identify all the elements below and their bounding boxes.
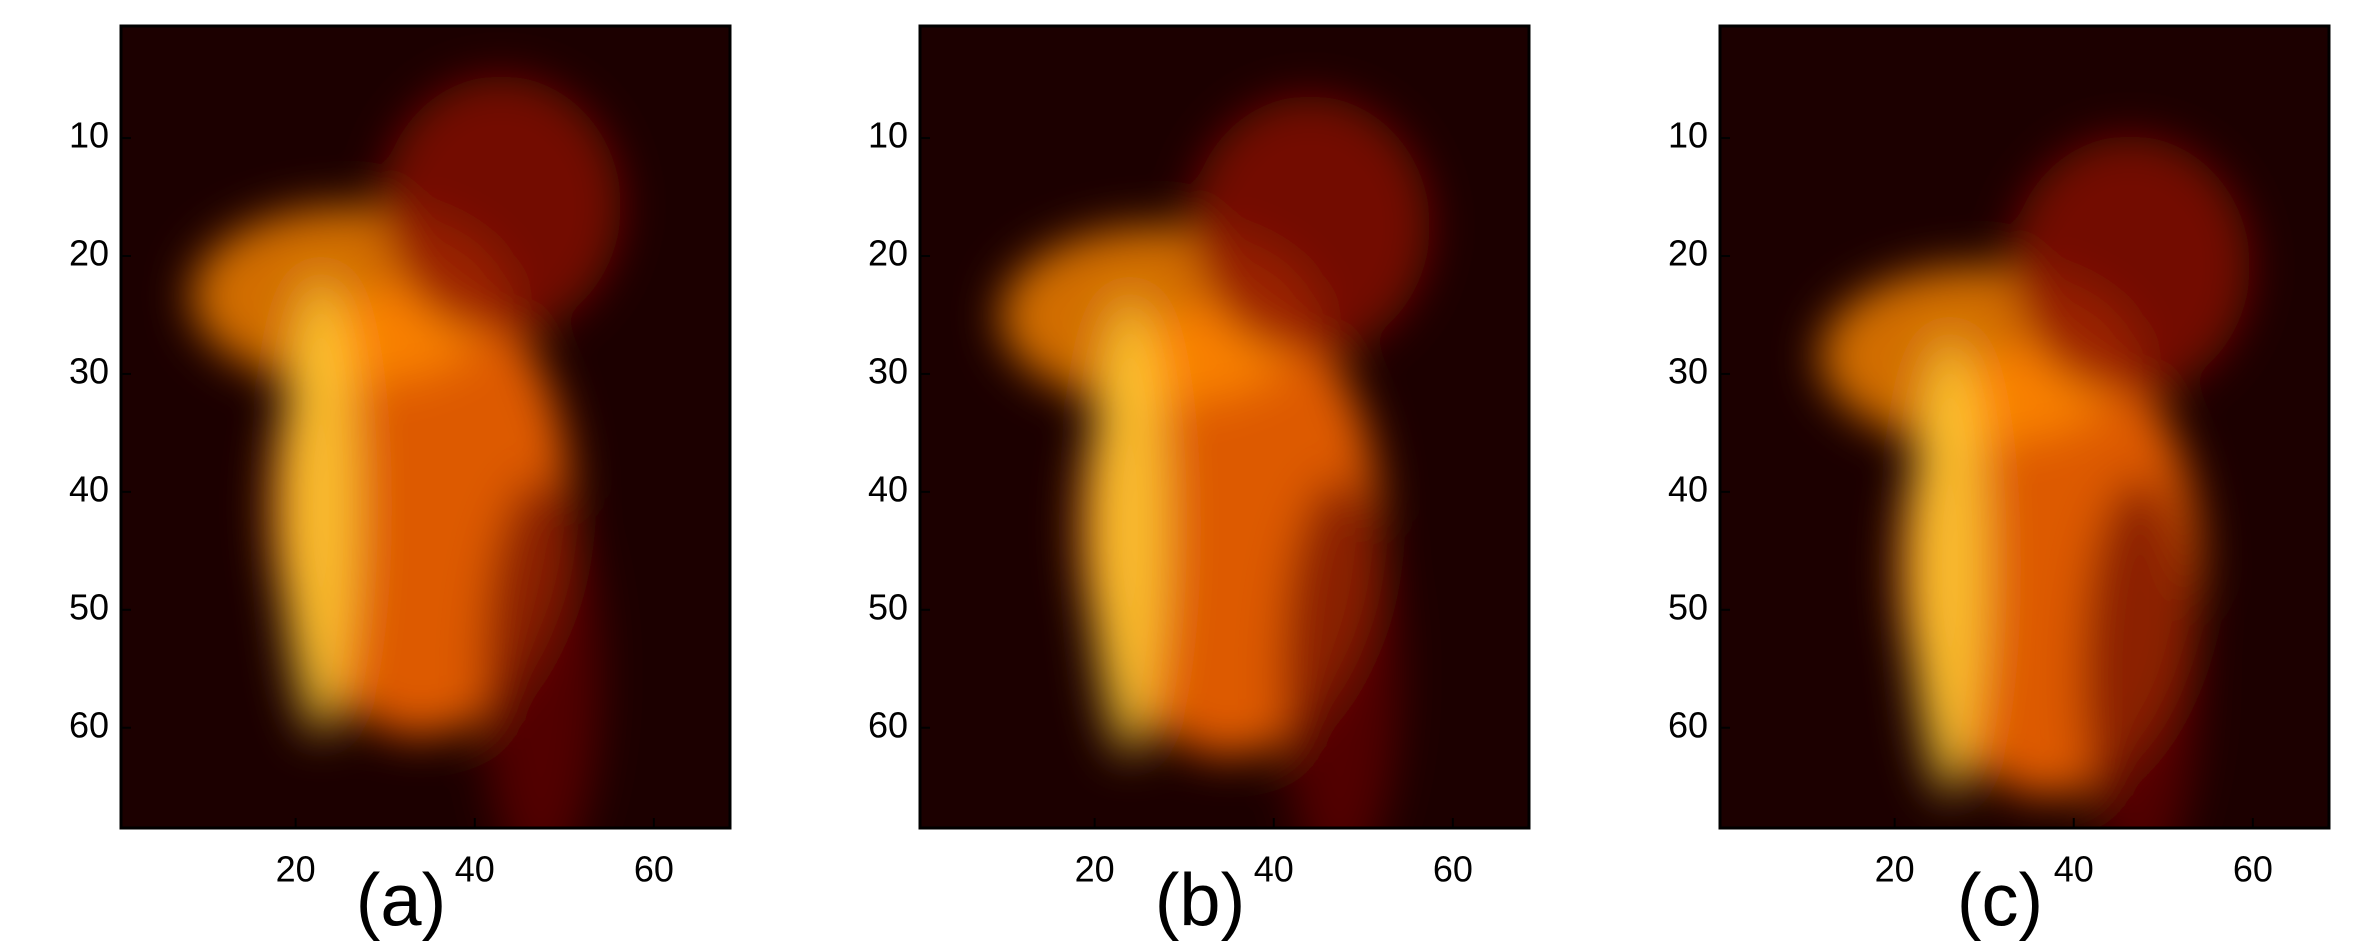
y-tick-label: 50 xyxy=(69,586,109,627)
y-tick-label: 30 xyxy=(69,350,109,391)
x-axis-label: (b) xyxy=(1155,859,1245,942)
y-tick-label: 60 xyxy=(868,704,908,745)
axes-frame xyxy=(119,24,732,830)
y-tick-label: 20 xyxy=(868,233,908,274)
y-tick-label: 40 xyxy=(868,468,908,509)
y-tick-label: 10 xyxy=(1668,115,1708,156)
panel: 20 40 60 10 20 30 40 50 60 (c) xyxy=(1668,24,2331,942)
x-axis-label: (a) xyxy=(356,859,446,942)
image xyxy=(1720,26,2329,828)
axes-frame xyxy=(918,24,1531,830)
panel: 20 40 60 10 20 30 40 50 60 (b) xyxy=(868,24,1531,942)
y-tick-label: 30 xyxy=(1668,350,1708,391)
y-tick-label: 30 xyxy=(868,350,908,391)
blob xyxy=(1910,336,1990,796)
y-tick-label: 40 xyxy=(1668,468,1708,509)
y-tick-label: 40 xyxy=(69,468,109,509)
x-tick-label: 40 xyxy=(455,849,495,890)
y-tick-label: 50 xyxy=(1668,586,1708,627)
x-tick-label: 40 xyxy=(1254,849,1294,890)
blob xyxy=(1090,296,1170,756)
x-tick-label: 20 xyxy=(276,849,316,890)
image xyxy=(920,26,1529,828)
panel: 20 40 60 10 20 30 40 50 60 (a) xyxy=(69,24,732,942)
blob xyxy=(381,76,621,336)
y-tick-label: 10 xyxy=(69,115,109,156)
blob xyxy=(281,276,361,736)
y-tick-label: 60 xyxy=(1668,704,1708,745)
x-tick-label: 20 xyxy=(1875,849,1915,890)
image-texture xyxy=(1000,96,1430,828)
axes-frame xyxy=(1718,24,2331,830)
x-tick-label: 60 xyxy=(634,849,674,890)
y-tick-label: 10 xyxy=(868,115,908,156)
image-texture xyxy=(191,76,621,828)
x-tick-label: 60 xyxy=(1433,849,1473,890)
blob xyxy=(481,476,601,828)
x-axis-label: (c) xyxy=(1957,859,2043,942)
x-tick-label: 40 xyxy=(2054,849,2094,890)
image xyxy=(121,26,730,828)
image-texture xyxy=(1820,136,2250,828)
blob xyxy=(2010,136,2250,396)
x-tick-label: 20 xyxy=(1075,849,1115,890)
y-tick-label: 60 xyxy=(69,704,109,745)
y-tick-label: 20 xyxy=(1668,233,1708,274)
blob xyxy=(2080,476,2200,828)
y-tick-label: 50 xyxy=(868,586,908,627)
blob xyxy=(1280,476,1400,828)
blob xyxy=(1190,96,1430,356)
x-tick-label: 60 xyxy=(2233,849,2273,890)
y-tick-label: 20 xyxy=(69,233,109,274)
